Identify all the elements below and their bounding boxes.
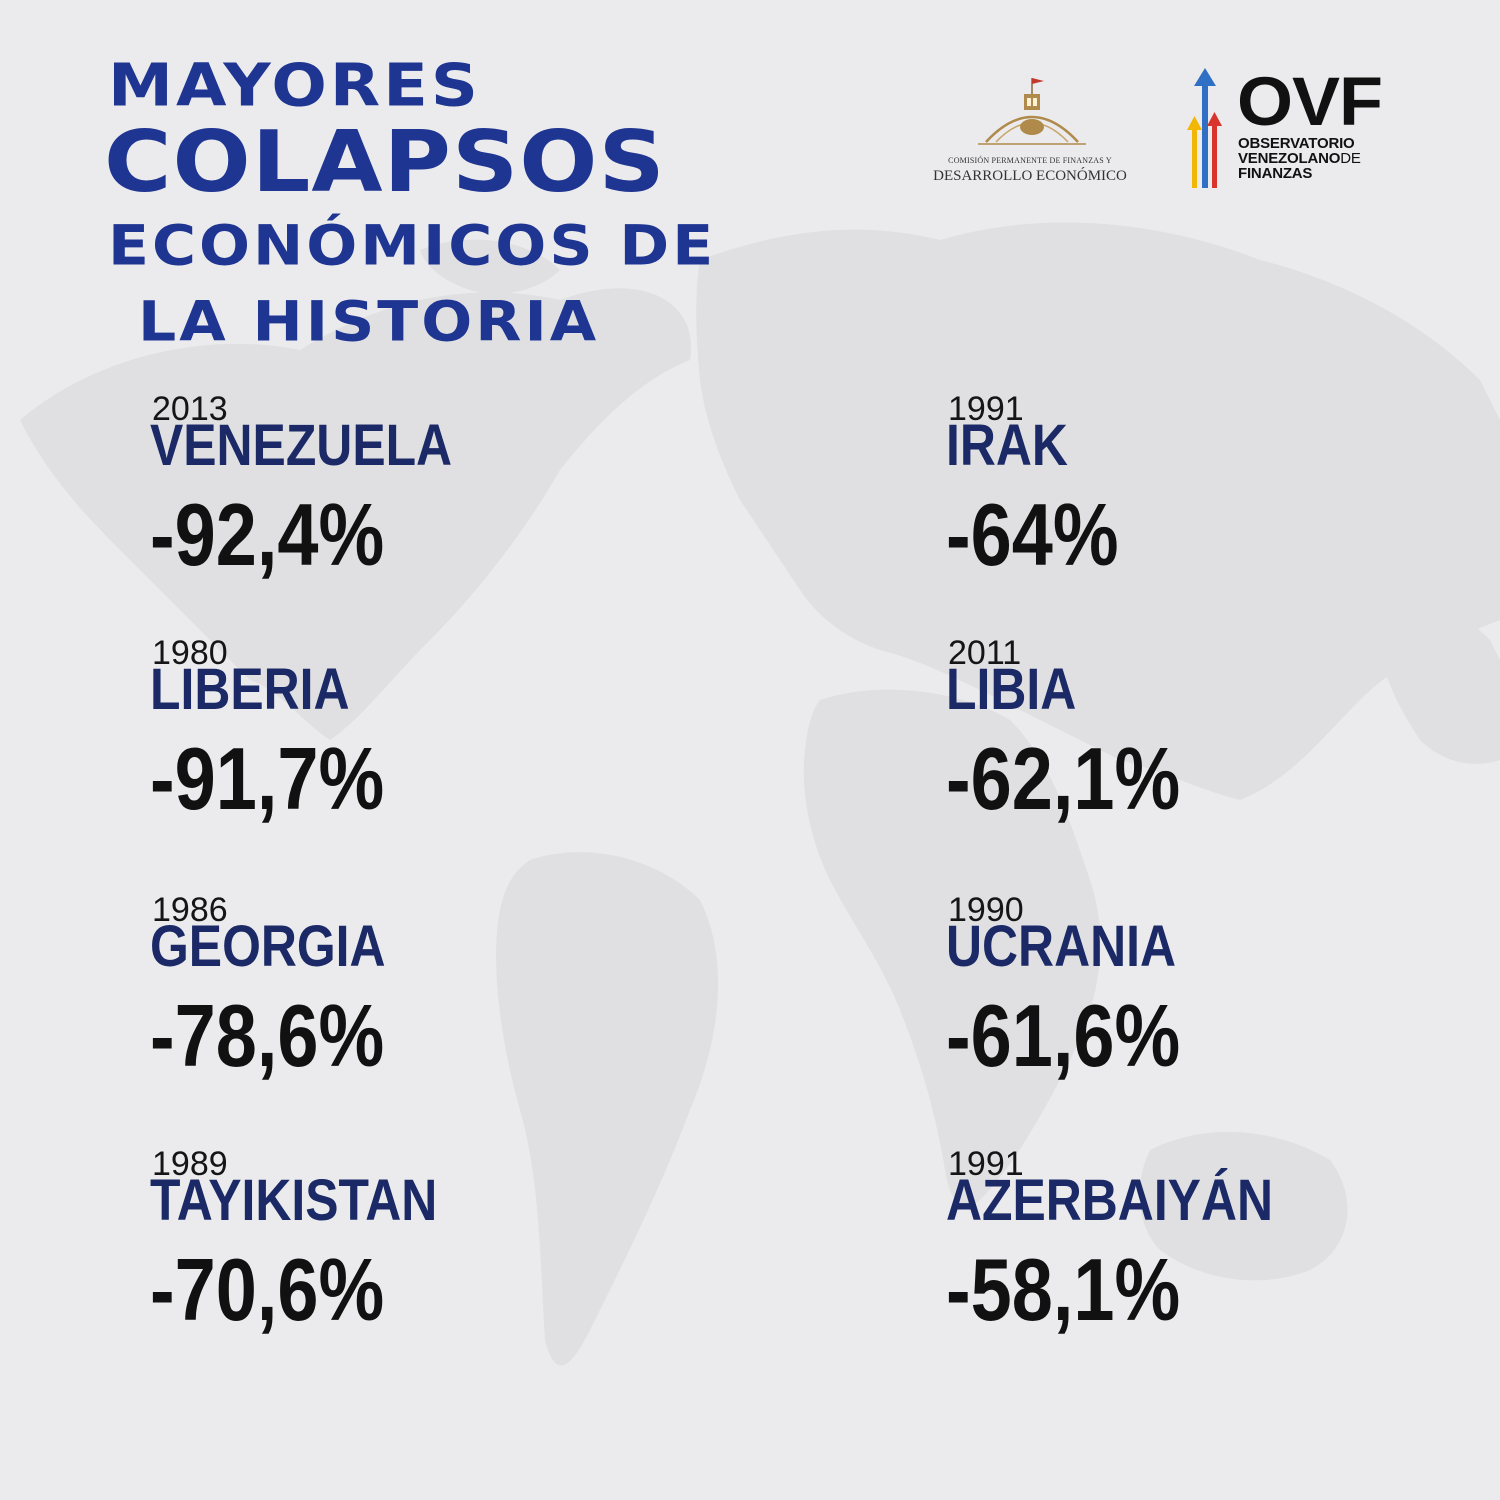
item-country: VENEZUELA	[150, 413, 453, 478]
collapse-item-georgia: 1986 GEORGIA -78,6%	[150, 893, 650, 1113]
item-country: LIBIA	[946, 657, 1077, 722]
item-value: -70,6%	[150, 1240, 385, 1339]
item-value: -78,6%	[150, 986, 385, 1085]
item-year: 2013	[152, 390, 228, 428]
commission-line-2: DESARROLLO ECONÓMICO	[933, 168, 1127, 184]
item-value: -92,4%	[150, 485, 385, 584]
item-country: AZERBAIYÁN	[946, 1168, 1274, 1233]
collapse-item-liberia: 1980 LIBERIA -91,7%	[150, 636, 650, 856]
item-country: IRAK	[946, 413, 1068, 478]
commission-logo: COMISIÓN PERMANENTE DE FINANZAS Y DESARR…	[930, 72, 1130, 192]
collapse-item-libia: 2011 LIBIA -62,1%	[946, 636, 1446, 856]
item-year: 1986	[152, 891, 228, 929]
rising-arrows-icon	[1187, 68, 1222, 188]
item-value: -61,6%	[946, 986, 1181, 1085]
ovf-line-1: OBSERVATORIO	[1238, 135, 1355, 152]
collapse-item-ucrania: 1990 UCRANIA -61,6%	[946, 893, 1446, 1113]
item-country: TAYIKISTAN	[150, 1168, 438, 1233]
title-line-2: COLAPSOS	[104, 113, 666, 212]
item-country: GEORGIA	[150, 914, 386, 979]
item-value: -62,1%	[946, 729, 1181, 828]
item-year: 1980	[152, 634, 228, 672]
ovf-line-3: FINANZAS	[1238, 165, 1313, 182]
title-line-4: LA HISTORIA	[138, 290, 600, 355]
ovf-logo: OVF OBSERVATORIO VENEZOLANODE FINANZAS	[1180, 66, 1400, 196]
collapse-item-venezuela: 2013 VENEZUELA -92,4%	[150, 392, 650, 612]
title-line-3: ECONÓMICOS DE	[108, 214, 717, 279]
commission-line-1: COMISIÓN PERMANENTE DE FINANZAS Y	[948, 156, 1112, 165]
item-year: 2011	[948, 634, 1022, 672]
collapse-item-azerbaiyan: 1991 AZERBAIYÁN -58,1%	[946, 1147, 1446, 1367]
ovf-line-2b: DE	[1340, 150, 1361, 167]
collapse-item-irak: 1991 IRAK -64%	[946, 392, 1446, 612]
collapse-item-tayikistan: 1989 TAYIKISTAN -70,6%	[150, 1147, 650, 1367]
item-value: -58,1%	[946, 1240, 1181, 1339]
ovf-wordmark: OVF	[1237, 64, 1383, 141]
ovf-line-2: VENEZOLANODE	[1238, 151, 1361, 166]
item-value: -64%	[946, 485, 1119, 584]
item-year: 1990	[948, 891, 1024, 929]
item-country: LIBERIA	[150, 657, 350, 722]
title-line-1: MAYORES	[108, 52, 481, 121]
item-year: 1989	[152, 1145, 228, 1183]
ovf-line-2a: VENEZOLANO	[1238, 150, 1341, 167]
item-year: 1991	[948, 1145, 1024, 1183]
item-year: 1991	[948, 390, 1024, 428]
item-country: UCRANIA	[946, 914, 1176, 979]
capitol-dome-icon	[978, 78, 1086, 145]
item-value: -91,7%	[150, 729, 385, 828]
